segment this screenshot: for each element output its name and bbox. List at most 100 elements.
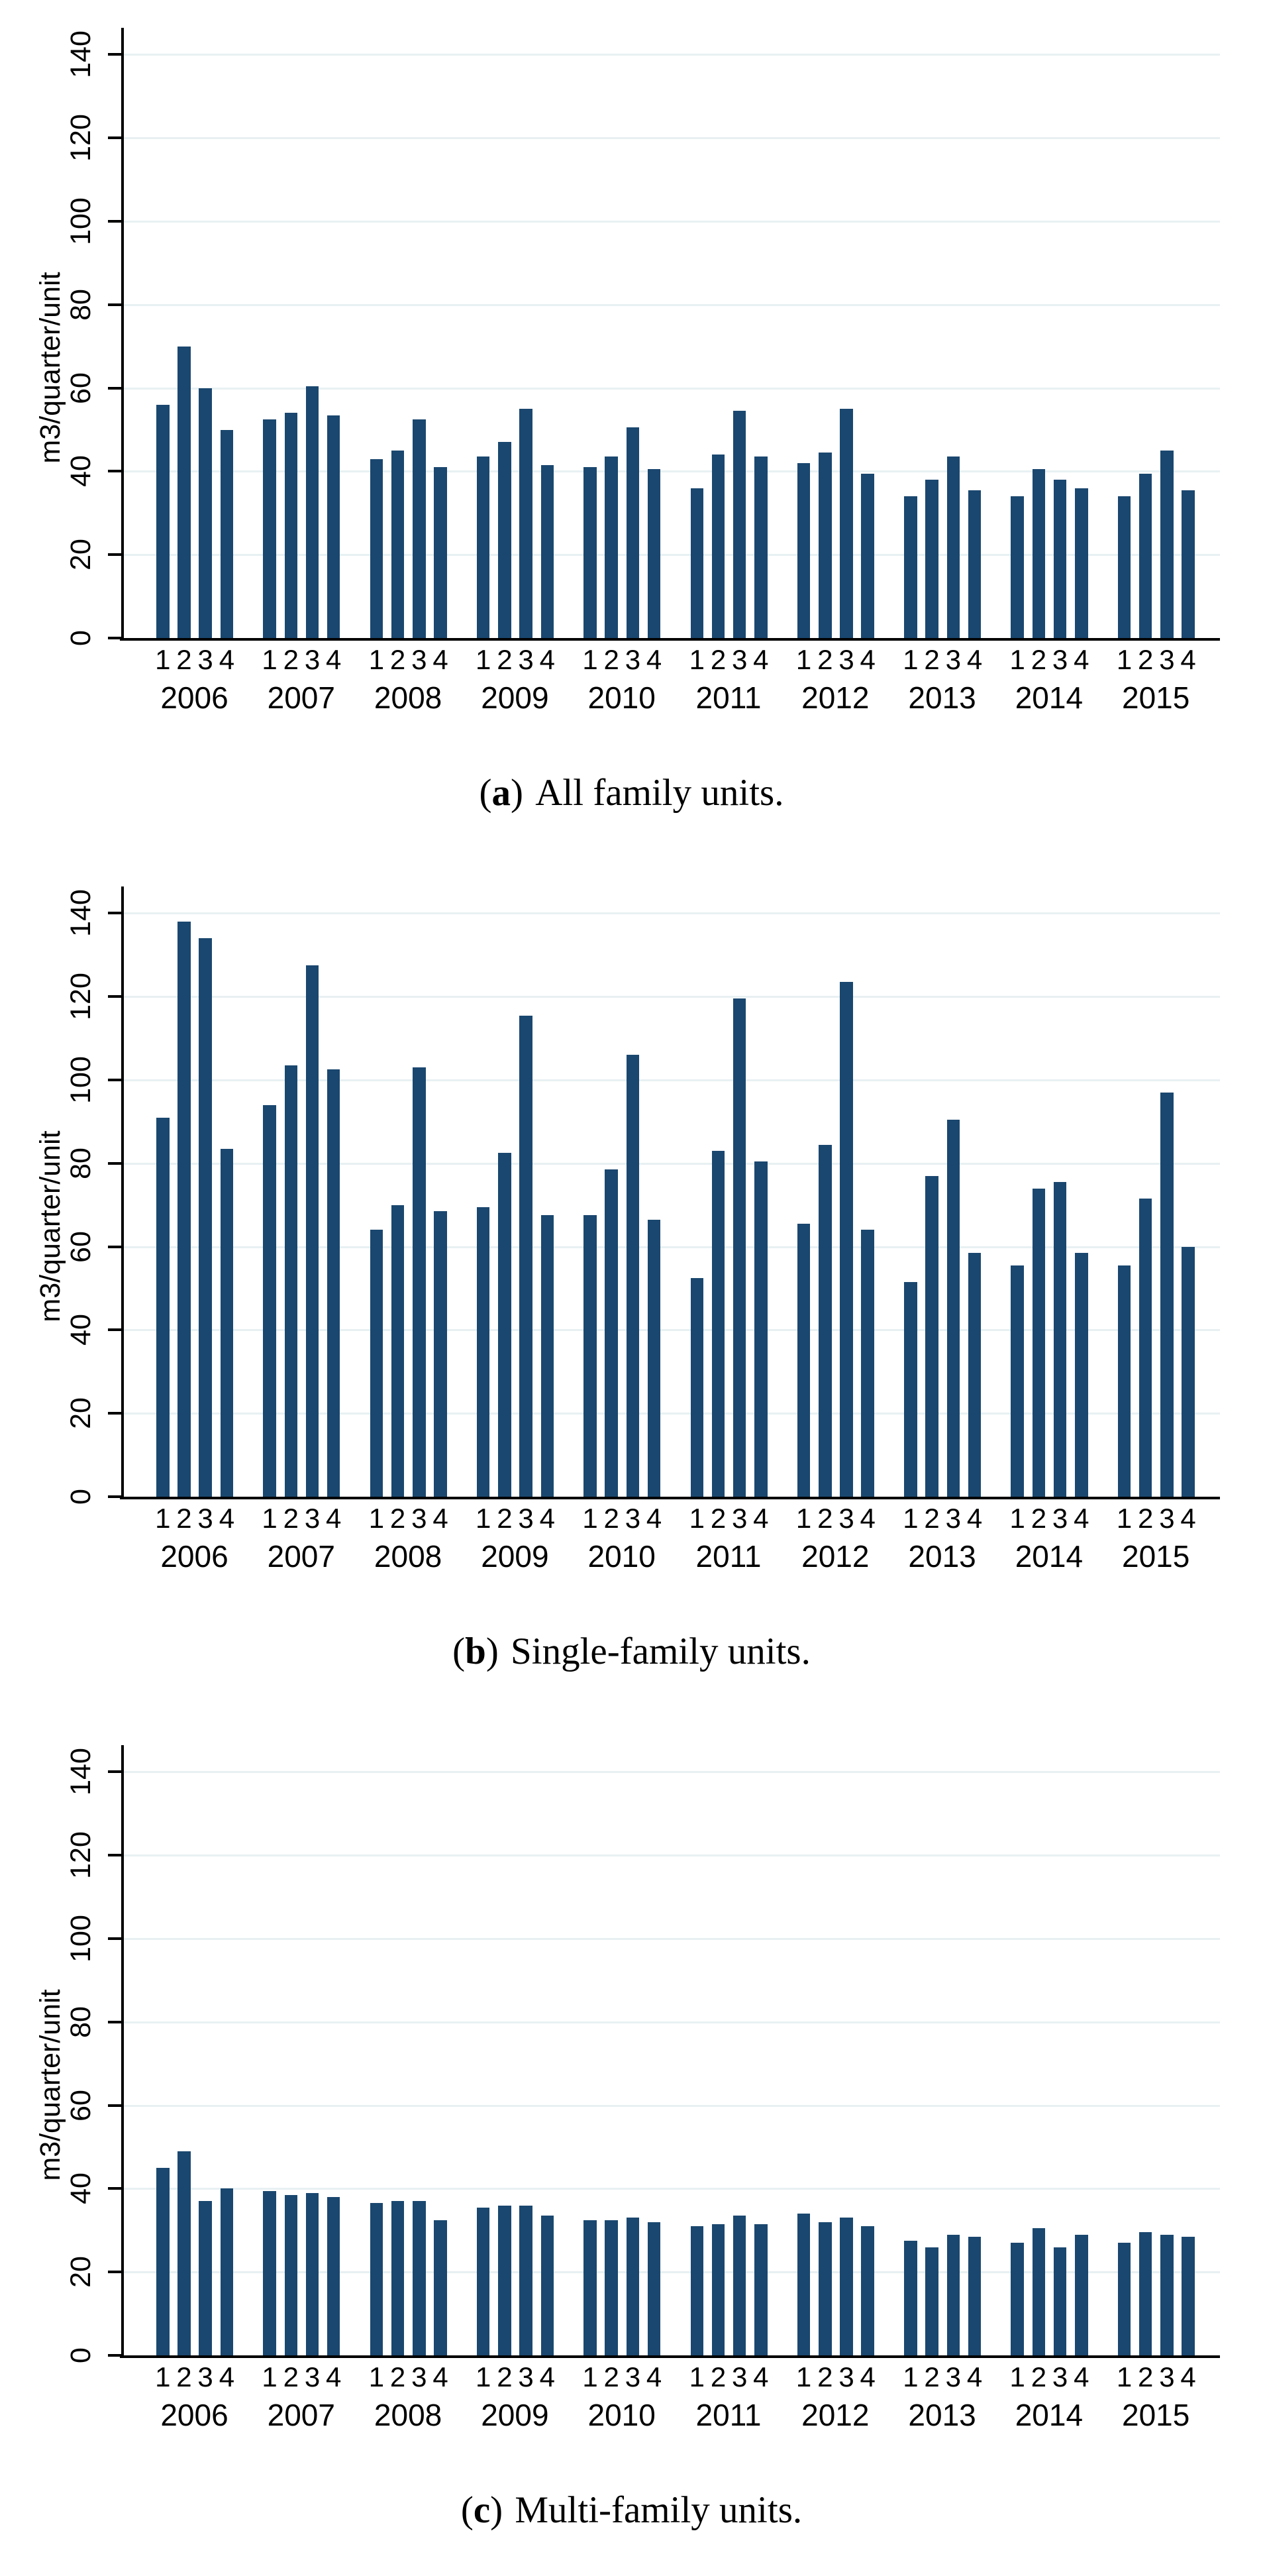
panel-multi-family-units: m3/quarter/unit (c) Multi-family units. 0… (0, 1717, 1263, 2576)
quarter-label-2015-q4: 4 (1180, 1503, 1196, 1534)
quarter-label-2014-q4: 4 (1074, 2361, 1089, 2392)
bar-2007-q2 (284, 413, 297, 638)
quarter-label-2012-q4: 4 (860, 2361, 876, 2392)
bar-2011-q3 (733, 998, 746, 1497)
bar-2015-q4 (1182, 1246, 1195, 1497)
quarter-label-2008-q3: 3 (411, 2361, 427, 2392)
y-gridline-120 (121, 137, 1220, 140)
y-tick-140 (108, 53, 121, 56)
quarter-label-2015-q1: 1 (1116, 644, 1133, 675)
bar-2010-q4 (647, 2222, 661, 2355)
y-tick-40 (108, 2187, 121, 2190)
bar-2006-q2 (177, 2151, 191, 2355)
bar-2011-q4 (754, 456, 768, 638)
y-tick-80 (108, 2020, 121, 2023)
y-tick-label-120: 120 (65, 1831, 97, 1880)
bar-2013-q2 (925, 2247, 938, 2355)
quarter-label-2012-q2: 2 (817, 2361, 833, 2392)
quarter-label-2009-q1: 1 (476, 1503, 491, 1534)
quarter-label-2010-q2: 2 (603, 1503, 619, 1534)
quarter-label-2013-q2: 2 (924, 1503, 940, 1534)
bar-2011-q2 (711, 455, 725, 638)
y-gridline-140 (121, 912, 1220, 915)
panel-caption-b: (b) Single-family units. (0, 1629, 1263, 1675)
y-tick-100 (108, 1937, 121, 1940)
quarter-label-2015-q4: 4 (1180, 644, 1196, 675)
bar-2012-q4 (861, 2226, 874, 2355)
quarter-label-2010-q1: 1 (582, 644, 598, 675)
y-tick-0 (108, 2354, 121, 2357)
bar-2012-q2 (819, 1144, 832, 1497)
year-label-2013: 2013 (908, 1539, 976, 1574)
quarter-label-2010-q3: 3 (625, 1503, 641, 1534)
quarter-label-2006-q3: 3 (197, 2361, 213, 2392)
bar-2010-q1 (583, 2220, 597, 2355)
bar-2006-q2 (177, 346, 191, 638)
quarter-label-2008-q1: 1 (368, 1503, 385, 1534)
quarter-label-2008-q3: 3 (411, 1503, 427, 1534)
caption-text: Multi-family units. (515, 2489, 803, 2531)
bar-2015-q1 (1117, 496, 1131, 638)
quarter-label-2006-q3: 3 (197, 1503, 213, 1534)
y-tick-label-140: 140 (65, 30, 97, 79)
quarter-label-2014-q2: 2 (1031, 2361, 1047, 2392)
quarter-label-2006-q2: 2 (176, 1503, 192, 1534)
quarter-label-2011-q3: 3 (732, 1503, 748, 1534)
y-axis-title: m3/quarter/unit (34, 1130, 66, 1322)
quarter-label-2008-q2: 2 (389, 1503, 406, 1534)
quarter-label-2006-q4: 4 (219, 1503, 235, 1534)
quarter-label-2010-q2: 2 (603, 644, 619, 675)
y-tick-80 (108, 1161, 121, 1165)
quarter-label-2007-q1: 1 (262, 1503, 278, 1534)
bar-2012-q2 (819, 453, 832, 638)
bar-2009-q1 (476, 456, 490, 638)
bar-2014-q3 (1053, 480, 1067, 638)
bar-2006-q4 (220, 2188, 234, 2355)
y-tick-label-20: 20 (65, 1397, 97, 1430)
bar-2014-q1 (1011, 2243, 1024, 2355)
quarter-label-2011-q3: 3 (732, 2361, 748, 2392)
year-label-2015: 2015 (1122, 1539, 1190, 1574)
quarter-label-2013-q4: 4 (966, 644, 983, 675)
quarter-label-2006-q1: 1 (155, 2361, 171, 2392)
year-label-2011: 2011 (695, 1539, 762, 1574)
bar-2007-q4 (327, 415, 340, 638)
y-tick-label-120: 120 (65, 114, 97, 162)
bar-2006-q1 (156, 2168, 170, 2356)
bar-2015-q1 (1117, 2243, 1131, 2355)
year-label-2007: 2007 (267, 2398, 335, 2432)
bar-2015-q2 (1138, 1199, 1152, 1497)
panel-caption-a: (a) All family units. (0, 770, 1263, 816)
caption-text: All family units. (535, 772, 784, 814)
quarter-label-2013-q4: 4 (966, 1503, 983, 1534)
bar-2012-q4 (861, 473, 874, 638)
quarter-label-2013-q3: 3 (945, 1503, 961, 1534)
y-tick-100 (108, 220, 121, 223)
y-tick-label-0: 0 (65, 2347, 97, 2363)
quarter-label-2015-q3: 3 (1159, 2361, 1175, 2392)
bar-2011-q1 (690, 488, 703, 638)
y-tick-120 (108, 995, 121, 998)
y-tick-label-60: 60 (65, 2089, 97, 2121)
year-label-2012: 2012 (801, 680, 870, 715)
y-tick-label-60: 60 (65, 1230, 97, 1263)
quarter-label-2011-q4: 4 (753, 644, 769, 675)
quarter-label-2013-q1: 1 (903, 644, 919, 675)
bar-2008-q1 (370, 458, 383, 638)
bar-2006-q4 (220, 429, 234, 638)
bar-2013-q2 (925, 480, 938, 638)
quarter-label-2013-q3: 3 (945, 644, 961, 675)
y-gridline-40 (121, 2188, 1220, 2190)
y-tick-label-40: 40 (65, 2173, 97, 2205)
bar-2013-q1 (904, 1282, 917, 1497)
year-label-2011: 2011 (695, 680, 762, 715)
year-label-2010: 2010 (587, 1539, 656, 1574)
bar-2014-q2 (1032, 469, 1046, 638)
bar-2013-q3 (946, 1119, 960, 1497)
bar-2014-q4 (1075, 488, 1088, 638)
quarter-label-2009-q4: 4 (539, 2361, 555, 2392)
bar-2009-q3 (519, 2205, 532, 2355)
bar-2008-q3 (413, 419, 426, 638)
quarter-label-2014-q1: 1 (1009, 644, 1025, 675)
